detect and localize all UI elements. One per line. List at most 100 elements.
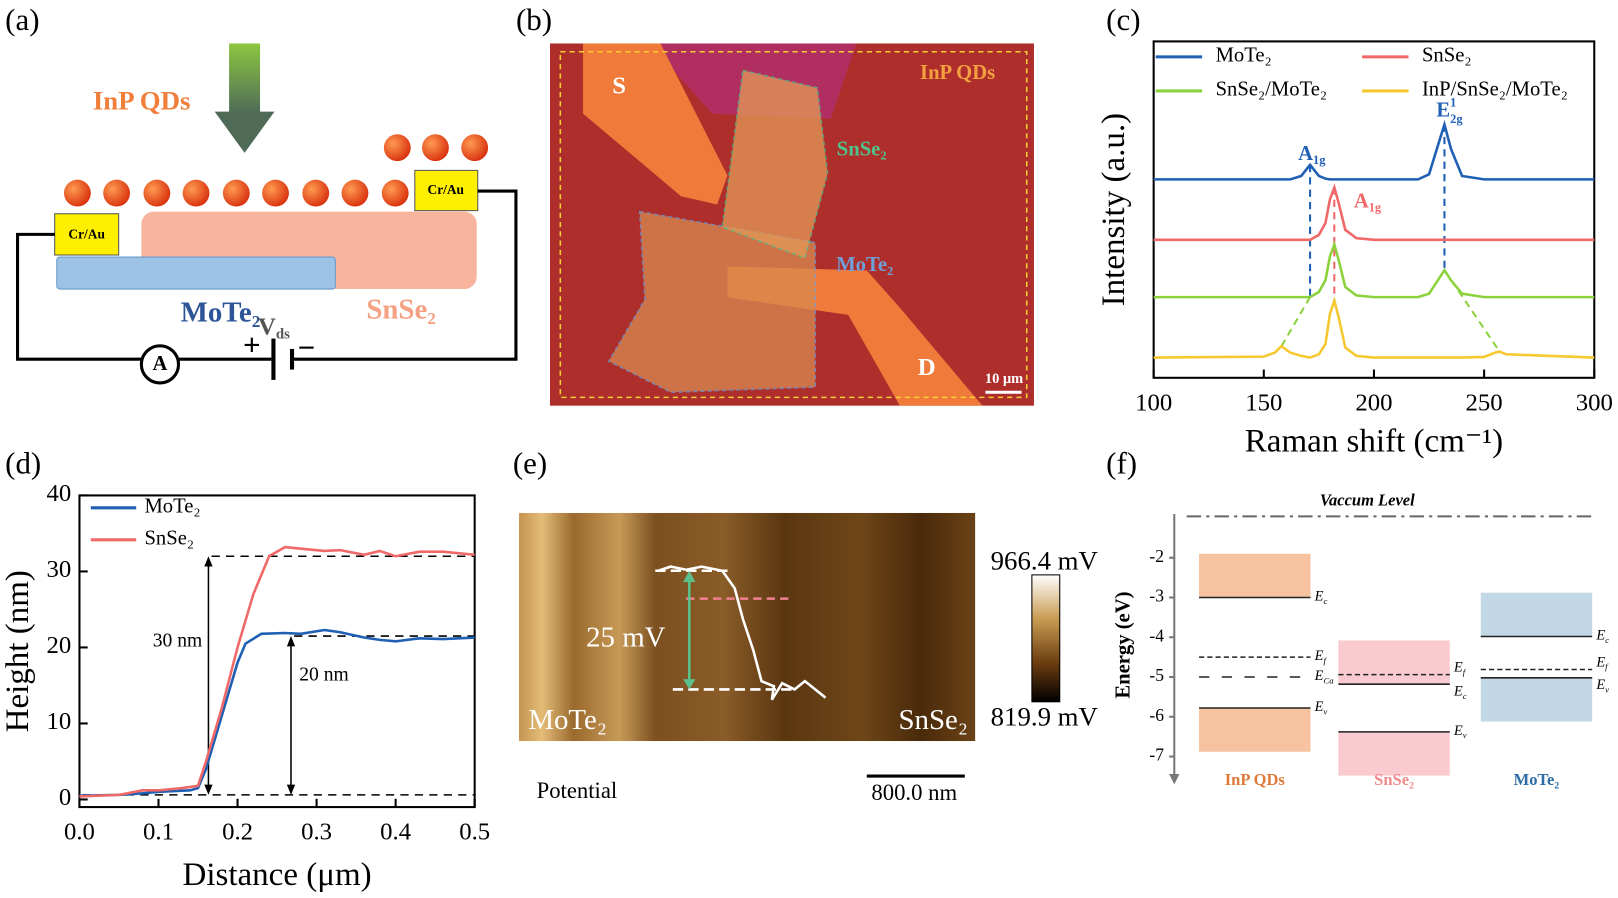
- y-tick-label: -2: [1149, 546, 1164, 566]
- raman-chart: 100 150 200 250 300 Raman shift (cm⁻¹) Intensi…: [1096, 40, 1613, 459]
- label-sub: ds: [276, 327, 290, 343]
- wire: [292, 189, 518, 361]
- mote2-label: MoTe₂: [836, 254, 893, 276]
- label-sub: c: [1605, 635, 1609, 645]
- x-tick-label: 300: [1576, 389, 1613, 416]
- quantum-dot: [302, 179, 330, 207]
- quantum-dot: [383, 134, 411, 162]
- valence-band: [1199, 708, 1311, 752]
- y-tick-label: -6: [1149, 705, 1164, 725]
- x-tick-label: 0.1: [143, 819, 174, 846]
- level-label: Ef: [1595, 655, 1609, 672]
- panel-a: (a) InP QDs Cr/Au Cr/Au A + − MoTe₂ SnSe…: [5, 2, 518, 385]
- mote2-label: MoTe₂: [181, 296, 261, 328]
- label-main: A: [1354, 190, 1369, 212]
- peak-label: A1g: [1298, 143, 1326, 167]
- snse2-label: SnSe₂: [837, 139, 887, 161]
- level-label: Ef: [1453, 660, 1467, 677]
- label-main: E: [1595, 655, 1605, 671]
- thickness-label: 20 nm: [299, 665, 349, 686]
- step-label: 25 mV: [586, 622, 666, 654]
- colorbar: [1031, 574, 1061, 703]
- y-tick-label: -3: [1149, 586, 1164, 606]
- y-tick-label: 10: [46, 708, 71, 735]
- mote2-flake: [607, 210, 816, 394]
- label-sub: f: [1323, 655, 1327, 665]
- ammeter-label: A: [152, 353, 167, 375]
- label-main: A: [1298, 143, 1313, 165]
- label-sub: c: [1323, 596, 1327, 606]
- material-label: MoTe₂: [528, 704, 607, 736]
- label-main: E: [1436, 99, 1450, 121]
- x-tick-label: 200: [1355, 389, 1392, 416]
- label-sub: 2g: [1450, 112, 1463, 126]
- y-tick-label: -4: [1149, 625, 1164, 645]
- plot-frame: [78, 494, 476, 809]
- x-tick-label: 0.4: [380, 819, 411, 846]
- label-sub: v: [1605, 684, 1609, 694]
- height-profile: [79, 545, 475, 798]
- peak-label: E1 2g: [1436, 95, 1463, 126]
- x-tick-label: 250: [1466, 389, 1503, 416]
- label-main: E: [1314, 668, 1324, 684]
- panel-label: (c): [1106, 2, 1140, 37]
- label-sub: f: [1463, 667, 1467, 677]
- vds-label: Vds: [258, 313, 290, 343]
- x-tick-label: 150: [1245, 389, 1282, 416]
- label-main: E: [1595, 677, 1605, 693]
- panel-label: (d): [5, 446, 41, 481]
- vacuum-label: Vaccum Level: [1320, 491, 1415, 510]
- quantum-dot: [182, 179, 210, 207]
- material-label: InP QDs: [1225, 770, 1286, 789]
- arrow-head: [204, 556, 213, 567]
- label-main: E: [1453, 684, 1463, 700]
- quantum-dot: [143, 179, 171, 207]
- thickness-label: 30 nm: [153, 630, 203, 651]
- quantum-dot: [381, 179, 409, 207]
- height-chart: 0.0 0.1 0.2 0.3 0.4 0.5 0 10 20 30 40 Distance (μm)…: [0, 480, 490, 893]
- legend-label: MoTe₂: [144, 496, 200, 518]
- arrow-head: [286, 636, 296, 647]
- level-label: Ec: [1453, 684, 1467, 701]
- level-label: Ec: [1595, 628, 1609, 645]
- x-axis-title: Distance (μm): [182, 857, 371, 893]
- level-label: Ec: [1314, 589, 1328, 606]
- x-axis-title: Raman shift (cm⁻¹): [1245, 423, 1503, 459]
- level-label: Ev: [1453, 723, 1467, 740]
- panel-e: (e) 25 mV MoTe₂ SnSe₂ Potential 800.0 nm…: [513, 446, 1099, 805]
- y-axis-title: Height (nm): [0, 570, 36, 732]
- source-label: S: [612, 73, 626, 100]
- y-tick-label: 20: [46, 632, 71, 659]
- panel-b: (b) S InP QDs SnSe₂ MoTe₂ D 10 μm: [516, 2, 1034, 406]
- y-tick-label: -5: [1149, 665, 1164, 685]
- mote2-flake: [56, 256, 336, 290]
- peak-guide: [1280, 296, 1311, 347]
- arrow-head: [204, 784, 213, 795]
- material-label: MoTe₂: [1514, 770, 1560, 789]
- height-profile: [79, 628, 475, 798]
- quantum-dot: [103, 179, 131, 207]
- label-sub: v: [1323, 706, 1327, 716]
- panel-label: (e): [513, 446, 547, 481]
- scale-label: 10 μm: [985, 371, 1023, 387]
- peak-label: A1g: [1354, 190, 1382, 214]
- label-main: E: [1595, 628, 1605, 644]
- quantum-dot: [222, 179, 250, 207]
- x-tick-label: 0.2: [222, 819, 253, 846]
- label-sub: 1g: [1313, 153, 1326, 167]
- qd-region: [559, 50, 1028, 399]
- legend-label: MoTe₂: [1216, 45, 1272, 67]
- qd-label: InP QDs: [920, 62, 995, 84]
- y-tick-label: 30: [46, 556, 71, 583]
- ammeter: [139, 344, 181, 385]
- spectrum: [1153, 296, 1595, 359]
- label-main: E: [1314, 589, 1324, 605]
- arrow-head: [683, 570, 696, 583]
- label-main: E: [1453, 660, 1463, 676]
- axis-arrow: [1169, 774, 1180, 785]
- label-main: V: [258, 313, 276, 340]
- x-tick-label: 0.3: [301, 819, 332, 846]
- x-tick-label: 0.5: [459, 819, 490, 846]
- contact-label: Cr/Au: [428, 182, 465, 197]
